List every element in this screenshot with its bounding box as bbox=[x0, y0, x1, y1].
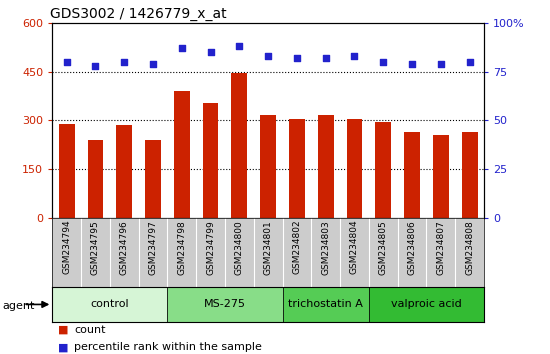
Text: GDS3002 / 1426779_x_at: GDS3002 / 1426779_x_at bbox=[50, 7, 227, 21]
Bar bbox=[346, 119, 362, 218]
Bar bbox=[52, 287, 167, 322]
Text: GSM234804: GSM234804 bbox=[350, 220, 359, 274]
Text: GSM234797: GSM234797 bbox=[148, 220, 157, 275]
Text: trichostatin A: trichostatin A bbox=[288, 299, 363, 309]
Point bbox=[293, 55, 301, 61]
Text: GSM234799: GSM234799 bbox=[206, 220, 215, 275]
Bar bbox=[232, 73, 248, 218]
Text: GSM234796: GSM234796 bbox=[120, 220, 129, 275]
Text: valproic acid: valproic acid bbox=[391, 299, 462, 309]
Text: GSM234803: GSM234803 bbox=[321, 220, 330, 275]
Text: GSM234800: GSM234800 bbox=[235, 220, 244, 275]
Point bbox=[62, 59, 71, 65]
Point bbox=[120, 59, 129, 65]
Text: GSM234808: GSM234808 bbox=[465, 220, 474, 275]
Bar bbox=[174, 91, 190, 218]
Point bbox=[465, 59, 474, 65]
Text: GSM234795: GSM234795 bbox=[91, 220, 100, 275]
Point bbox=[264, 53, 273, 59]
Point bbox=[379, 59, 388, 65]
Text: GSM234802: GSM234802 bbox=[293, 220, 301, 274]
Point bbox=[235, 44, 244, 49]
Text: control: control bbox=[91, 299, 129, 309]
Point bbox=[91, 63, 100, 69]
Point bbox=[148, 61, 157, 67]
Point bbox=[206, 49, 215, 55]
Bar bbox=[375, 122, 391, 218]
Bar bbox=[369, 287, 484, 322]
Bar bbox=[59, 124, 75, 218]
Text: GSM234807: GSM234807 bbox=[436, 220, 446, 275]
Point bbox=[321, 55, 330, 61]
Text: ■: ■ bbox=[58, 342, 68, 352]
Text: GSM234806: GSM234806 bbox=[408, 220, 416, 275]
Text: count: count bbox=[74, 325, 106, 335]
Bar bbox=[433, 135, 449, 218]
Bar bbox=[167, 287, 283, 322]
Text: percentile rank within the sample: percentile rank within the sample bbox=[74, 342, 262, 352]
Point bbox=[436, 61, 445, 67]
Bar bbox=[116, 125, 132, 218]
Text: GSM234794: GSM234794 bbox=[62, 220, 71, 274]
Text: GSM234801: GSM234801 bbox=[263, 220, 273, 275]
Bar bbox=[202, 103, 218, 218]
Text: agent: agent bbox=[3, 301, 35, 311]
Bar bbox=[260, 115, 276, 218]
Text: MS-275: MS-275 bbox=[204, 299, 246, 309]
Bar bbox=[461, 132, 477, 218]
Point bbox=[350, 53, 359, 59]
Text: GSM234805: GSM234805 bbox=[379, 220, 388, 275]
Bar bbox=[145, 140, 161, 218]
Text: GSM234798: GSM234798 bbox=[177, 220, 186, 275]
Bar bbox=[289, 119, 305, 218]
Bar bbox=[404, 132, 420, 218]
Bar bbox=[283, 287, 369, 322]
Text: ■: ■ bbox=[58, 325, 68, 335]
Bar bbox=[318, 115, 334, 218]
Point bbox=[408, 61, 416, 67]
Point bbox=[177, 45, 186, 51]
Bar bbox=[87, 140, 103, 218]
